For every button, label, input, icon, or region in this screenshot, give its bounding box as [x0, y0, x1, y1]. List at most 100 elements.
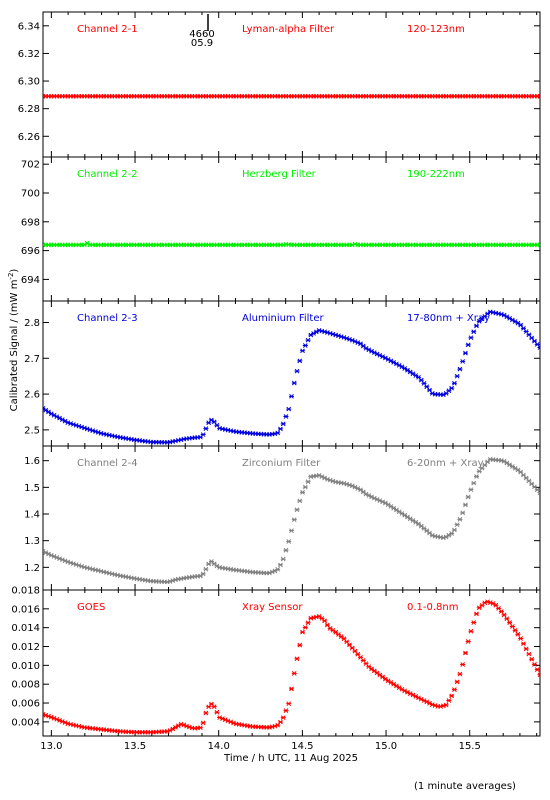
data-point: [427, 387, 433, 393]
data-point: [305, 337, 311, 343]
data-point: [294, 368, 300, 374]
data-point: [507, 620, 513, 625]
data-point: [457, 366, 463, 372]
x-axis-title: Time / h UTC, 11 Aug 2025: [223, 753, 358, 764]
data-point: [512, 628, 518, 633]
x-tick-label: 13.0: [40, 741, 62, 752]
y-tick-label: 6.34: [18, 21, 40, 32]
data-point: [214, 709, 220, 715]
panel-1: 6.26 6.28 6.30 6.32 6.34 Channel 2-1 Lyman-alp…: [18, 11, 541, 158]
data-point: [460, 662, 466, 667]
data-point: [275, 430, 281, 436]
data-point: [498, 609, 504, 614]
data-point: [211, 704, 217, 709]
panel-label-1: GOES: [77, 602, 105, 613]
data-point: [462, 650, 468, 656]
time-marker: 4660 05.9: [189, 14, 215, 49]
panel-label-3: 17-80nm + Xray: [407, 313, 490, 324]
y-tick-label: 1.6: [24, 456, 40, 467]
series-points: [43, 93, 540, 99]
data-point: [322, 618, 328, 624]
y-tick-label: 0.018: [11, 586, 40, 597]
series-points: [43, 599, 540, 735]
data-point: [460, 510, 466, 516]
data-point: [297, 498, 303, 504]
data-point: [291, 671, 297, 676]
panel-label-3: 0.1-0.8nm: [407, 602, 459, 613]
data-point: [501, 612, 507, 618]
data-point: [454, 373, 460, 379]
data-point: [324, 622, 330, 628]
data-point: [302, 625, 308, 630]
panel-label-3: 6-20nm + Xray: [407, 458, 484, 469]
data-point: [515, 631, 521, 637]
data-point: [460, 359, 466, 364]
data-point: [462, 502, 468, 508]
data-point: [537, 345, 540, 350]
data-point: [515, 320, 521, 326]
y-axis-title-sup: -2: [7, 273, 15, 280]
data-point: [291, 380, 297, 386]
data-point: [327, 626, 333, 631]
y-tick-label: 1.2: [24, 563, 40, 574]
data-point: [537, 490, 540, 496]
y-tick-label: 1.5: [24, 483, 40, 494]
data-point: [462, 350, 468, 356]
data-point: [297, 358, 303, 364]
data-point: [473, 474, 479, 479]
y-tick-label: 0.004: [11, 717, 40, 728]
data-point: [473, 323, 479, 329]
data-point: [454, 679, 460, 685]
data-point: [449, 385, 455, 391]
panel-label-1: Channel 2-3: [77, 313, 138, 324]
x-tick-label: 14.5: [291, 741, 313, 752]
data-point: [465, 342, 471, 348]
x-tick-label: 15.0: [375, 741, 397, 752]
y-tick-label: 2.7: [24, 354, 40, 365]
y-tick-label: 1.4: [24, 510, 40, 521]
y-tick-label: 694: [21, 275, 40, 286]
data-point: [468, 335, 474, 341]
y-tick-label: 0.016: [11, 604, 40, 615]
data-point: [451, 380, 457, 386]
averaging-note: (1 minute averages): [414, 781, 516, 792]
data-point: [465, 639, 471, 644]
data-point: [294, 507, 300, 513]
data-point: [457, 671, 463, 677]
data-point: [424, 384, 430, 390]
y-tick-label: 2.5: [24, 425, 40, 436]
panel-label-2: Xray Sensor: [242, 602, 303, 613]
data-point: [300, 348, 306, 354]
series-points: [43, 240, 540, 248]
data-point: [289, 686, 294, 692]
data-point: [200, 571, 206, 577]
time-marker-label-top: 4660: [189, 29, 214, 40]
data-point: [471, 620, 477, 625]
data-point: [482, 462, 488, 468]
data-point: [485, 311, 491, 317]
y-tick-label: 0.008: [11, 680, 40, 691]
data-point: [531, 338, 537, 344]
y-tick-label: 1.3: [24, 536, 40, 547]
data-point: [294, 656, 300, 662]
y-axis-title-main: Calibrated Signal / (mW m: [9, 280, 20, 412]
y-tick-label: 2.6: [24, 390, 40, 401]
data-point: [526, 332, 532, 338]
data-point: [305, 479, 311, 485]
y-tick-label: 0.006: [11, 699, 40, 710]
data-point: [518, 636, 524, 641]
panel-label-1: Channel 2-2: [77, 169, 138, 180]
y-tick-label: 700: [21, 189, 40, 200]
data-point: [529, 335, 535, 341]
data-point: [523, 646, 529, 652]
x-tick-label: 15.5: [459, 741, 481, 752]
data-point: [518, 322, 524, 328]
time-marker-label-bottom: 05.9: [191, 38, 213, 49]
panel-label-3: 120-123nm: [407, 24, 465, 35]
data-point: [300, 489, 306, 495]
y-tick-label: 6.26: [18, 132, 40, 143]
data-point: [211, 419, 217, 425]
y-tick-label: 0.010: [11, 661, 40, 672]
data-point: [203, 426, 209, 431]
